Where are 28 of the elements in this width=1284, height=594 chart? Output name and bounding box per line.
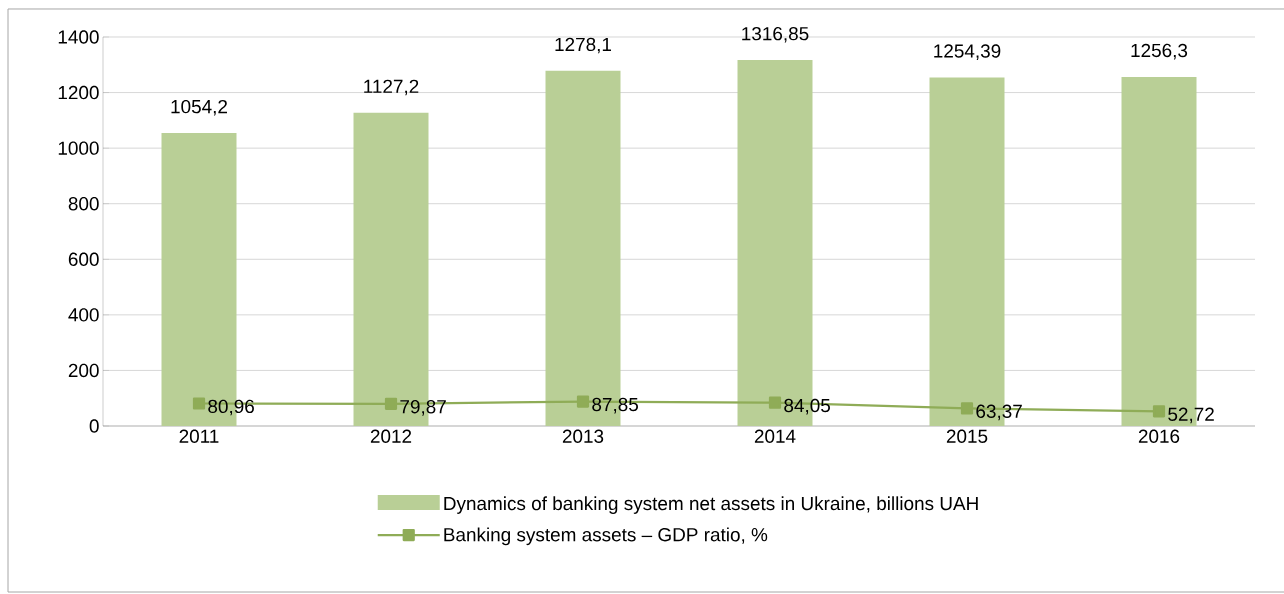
x-tick-label: 2015 bbox=[946, 429, 988, 443]
legend-label: Banking system assets – GDP ratio, % bbox=[444, 527, 768, 546]
legend-label: Dynamics of banking system net assets in Ukraine, billions UAH bbox=[444, 496, 978, 514]
x-tick-label: 2014 bbox=[754, 429, 796, 443]
data-label: 1254,39 bbox=[934, 44, 1001, 60]
y-tick-label: 1400 bbox=[58, 30, 99, 44]
data-label: 63,37 bbox=[976, 404, 1022, 421]
data-label: 1256,3 bbox=[1131, 43, 1188, 60]
data-label: 52,72 bbox=[1168, 407, 1214, 424]
data-label: 1316,85 bbox=[742, 26, 809, 43]
y-tick-label: 1200 bbox=[58, 85, 99, 100]
y-tick-label: 600 bbox=[68, 252, 99, 266]
data-label: 84,05 bbox=[784, 398, 830, 415]
x-tick-label: 2012 bbox=[370, 429, 412, 443]
y-tick-label: 0 bbox=[89, 419, 99, 433]
data-label: 80,96 bbox=[208, 399, 254, 416]
data-label: 1054,2 bbox=[171, 99, 227, 116]
x-tick-label: 2016 bbox=[1138, 429, 1180, 443]
data-label: 79,87 bbox=[400, 399, 446, 416]
y-tick-label: 800 bbox=[68, 197, 99, 211]
y-tick-label: 200 bbox=[68, 363, 99, 378]
data-label: 1127,2 bbox=[364, 79, 419, 96]
data-label: 87,85 bbox=[592, 397, 638, 414]
x-tick-label: 2011 bbox=[179, 429, 219, 443]
y-tick-label: 1000 bbox=[58, 141, 99, 155]
y-tick-label: 400 bbox=[68, 308, 99, 322]
data-label: 1278,1 bbox=[555, 37, 612, 54]
x-tick-label: 2013 bbox=[562, 429, 604, 443]
